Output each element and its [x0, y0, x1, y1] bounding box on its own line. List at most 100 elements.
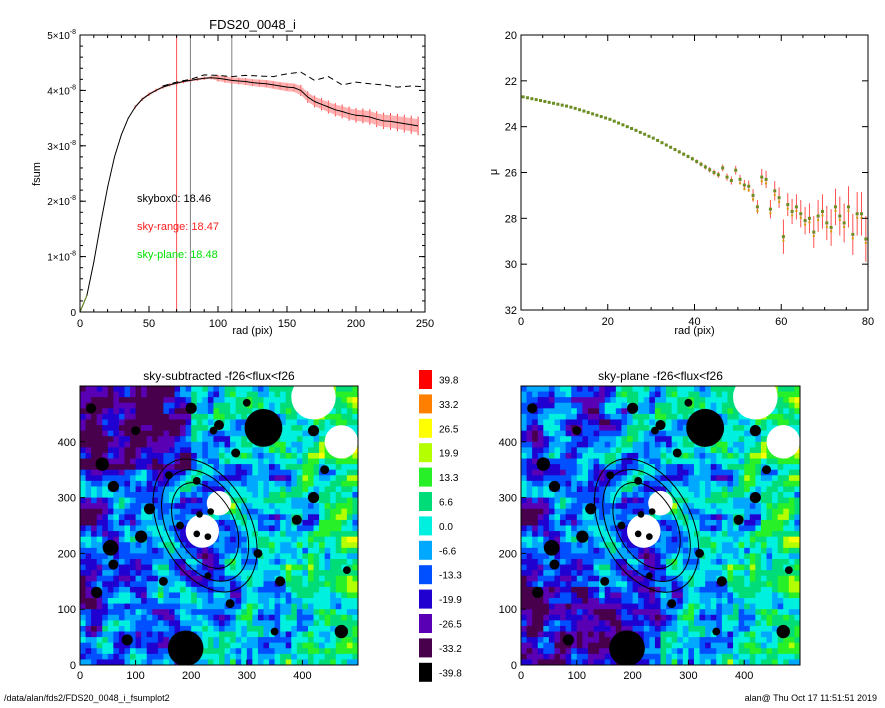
heatmap-cell: [269, 486, 275, 493]
heatmap-cell: [269, 391, 275, 398]
heatmap-cell: [794, 586, 800, 593]
fsum-y-label: fsum: [31, 162, 43, 186]
heatmap-cell: [794, 558, 800, 565]
masked-source: [291, 514, 302, 525]
heatmap-cell: [693, 525, 700, 532]
heatmap-cell: [202, 603, 209, 610]
heatmap-cell: [296, 452, 303, 459]
heatmap-cell: [587, 542, 594, 549]
heatmap-cell: [302, 598, 309, 605]
heatmap-cell: [335, 598, 342, 605]
heatmap-cell: [766, 497, 773, 504]
heatmap-cell: [554, 592, 561, 599]
heatmap-cell: [157, 458, 164, 465]
heatmap-cell: [716, 458, 723, 465]
heatmap-cell: [252, 570, 259, 577]
heatmap-cell: [632, 441, 639, 448]
heatmap-cell: [576, 575, 583, 582]
heatmap-cell: [660, 586, 667, 593]
heatmap-cell: [241, 547, 248, 554]
heatmap-cell: [296, 625, 303, 632]
heatmap-cell: [526, 547, 533, 554]
heatmap-cell: [554, 519, 561, 526]
heatmap-cell: [705, 514, 712, 521]
heatmap-cell: [560, 475, 567, 482]
heatmap-cell: [257, 575, 264, 582]
heatmap-cell: [654, 558, 661, 565]
heatmap-cell: [85, 659, 92, 665]
heatmap-cell: [102, 648, 109, 655]
heatmap-cell: [794, 592, 800, 599]
heatmap-cell: [733, 603, 740, 610]
heatmap-cell: [794, 452, 800, 459]
heatmap-cell: [593, 503, 600, 510]
heatmap-cell: [632, 486, 639, 493]
heatmap-cell: [180, 575, 187, 582]
heatmap-cell: [269, 659, 275, 665]
heatmap-cell: [335, 519, 342, 526]
heatmap-cell: [168, 469, 175, 476]
heatmap-cell: [521, 464, 527, 471]
heatmap-cell: [621, 458, 628, 465]
heatmap-cell: [274, 531, 281, 538]
heatmap-cell: [587, 558, 594, 565]
heatmap-cell: [241, 575, 248, 582]
heatmap-cell: [130, 575, 136, 582]
heatmap-cell: [207, 620, 214, 627]
heatmap-cell: [91, 508, 98, 515]
heatmap-cell: [693, 458, 700, 465]
heatmap-cell: [207, 391, 214, 398]
heatmap-cell: [207, 408, 214, 415]
heatmap-cell: [157, 413, 164, 420]
heatmap-cell: [291, 570, 298, 577]
heatmap-cell: [733, 419, 740, 426]
heatmap-cell: [96, 391, 103, 398]
heatmap-cell: [346, 637, 353, 644]
heatmap-cell: [207, 386, 214, 392]
heatmap-cell: [341, 553, 348, 560]
heatmap-cell: [146, 480, 153, 487]
heatmap-cell: [219, 430, 225, 437]
heatmap-cell: [621, 402, 628, 409]
mu-point: [656, 138, 660, 142]
y-tick-label: 200: [58, 548, 76, 560]
heatmap-cell: [302, 564, 309, 571]
heatmap-cell: [285, 598, 292, 605]
heatmap-cell: [324, 525, 331, 532]
heatmap-cell: [638, 441, 645, 448]
heatmap-cell: [163, 503, 170, 510]
mu-point: [673, 148, 677, 152]
y-tick-label: 20: [505, 30, 517, 42]
aperture-ellipse-1: [161, 469, 250, 582]
heatmap-cell: [107, 637, 114, 644]
heatmap-cell: [330, 659, 337, 665]
heatmap-cell: [721, 436, 728, 443]
heatmap-cell: [102, 441, 109, 448]
heatmap-cell: [532, 525, 539, 532]
heatmap-cell: [733, 413, 740, 420]
heatmap-cell: [263, 592, 270, 599]
heatmap-cell: [80, 642, 86, 649]
heatmap-cell: [107, 592, 114, 599]
heatmap-cell: [313, 480, 320, 487]
heatmap-cell: [576, 514, 583, 521]
heatmap-cell: [593, 575, 600, 582]
heatmap-cell: [180, 458, 187, 465]
heatmap-cell: [313, 458, 320, 465]
heatmap-cell: [593, 514, 600, 521]
heatmap-cell: [207, 447, 214, 454]
heatmap-cell: [688, 586, 695, 593]
heatmap-cell: [643, 575, 650, 582]
heatmap-cell: [749, 525, 756, 532]
fsum-error-band: [80, 75, 419, 313]
x-tick-label: 250: [416, 318, 434, 330]
heatmap-cell: [352, 514, 358, 521]
heatmap-cell: [118, 547, 125, 554]
heatmap-cell: [582, 581, 589, 588]
heatmap-cell: [755, 486, 762, 493]
heatmap-cell: [543, 553, 550, 560]
mu-point: [833, 205, 837, 209]
heatmap-cell: [230, 480, 237, 487]
heatmap-cell: [246, 603, 253, 610]
heatmap-cell: [319, 542, 326, 549]
